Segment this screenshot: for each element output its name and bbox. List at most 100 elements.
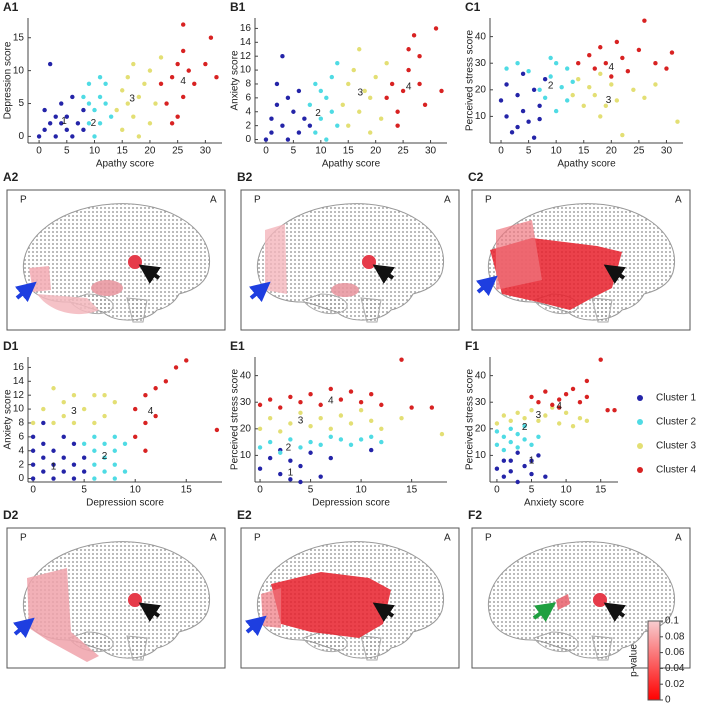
point — [269, 116, 274, 121]
x-tick-label: 10 — [315, 146, 327, 157]
colorbar: 0 0.02 0.04 0.06 0.08 0.1 p-value — [629, 616, 685, 706]
point — [384, 60, 389, 66]
point — [103, 101, 108, 106]
point — [598, 71, 603, 77]
point — [108, 114, 114, 119]
scatter-chart: 0 5 10 15 10 20 30 40 Anxiety score Perceived str… — [465, 339, 697, 508]
y-tick-label: 2 — [245, 120, 251, 131]
y-axis-label: Anxiety score — [230, 50, 241, 110]
x-tick-label: 0 — [494, 485, 500, 496]
point — [338, 397, 344, 402]
point — [143, 392, 148, 398]
orientation-label: A — [210, 533, 217, 544]
point — [508, 426, 513, 432]
point — [526, 68, 531, 74]
y-tick-label: 6 — [18, 432, 24, 443]
point — [494, 442, 500, 447]
point — [395, 109, 400, 114]
point — [175, 114, 180, 119]
colorbar-tick-label: 0.08 — [665, 631, 685, 642]
point — [61, 399, 66, 405]
point — [543, 389, 548, 394]
point — [133, 434, 138, 440]
point — [257, 466, 263, 471]
point — [556, 397, 562, 402]
point — [612, 407, 617, 413]
point — [278, 405, 283, 410]
x-tick-label: 5 — [308, 485, 314, 496]
point — [614, 39, 620, 45]
point — [313, 130, 318, 135]
point — [379, 402, 384, 408]
brain-panel: F2 P A — [468, 508, 691, 669]
point — [296, 88, 302, 94]
point — [369, 392, 374, 397]
cluster-label: 1 — [529, 455, 535, 466]
point — [669, 50, 675, 55]
cluster-label: 3 — [129, 94, 135, 105]
point — [520, 71, 526, 77]
point — [92, 107, 97, 113]
point — [81, 94, 86, 100]
point — [346, 81, 351, 87]
x-tick-label: 5 — [526, 146, 532, 157]
point — [550, 402, 555, 408]
point — [653, 82, 658, 87]
panel-label: D2 — [3, 508, 19, 522]
point — [313, 81, 318, 87]
orientation-label: A — [675, 195, 682, 206]
point — [587, 53, 592, 58]
orientation-label: P — [20, 195, 27, 206]
colorbar-label: p-value — [629, 644, 640, 677]
point — [529, 394, 534, 400]
point — [328, 455, 333, 461]
point — [501, 458, 507, 463]
point — [504, 114, 509, 119]
point — [368, 95, 373, 101]
point — [399, 357, 404, 362]
point — [565, 66, 570, 71]
point — [368, 130, 373, 135]
y-tick-label: 20 — [240, 423, 252, 434]
legend-label: Cluster 3 — [656, 441, 696, 452]
point — [522, 463, 527, 469]
panel-label: F2 — [468, 508, 482, 522]
point — [112, 448, 117, 453]
point — [81, 127, 86, 133]
point — [389, 81, 395, 87]
point — [570, 92, 575, 98]
point — [328, 434, 333, 439]
y-tick-label: 20 — [475, 84, 487, 95]
point — [308, 450, 313, 455]
point — [439, 431, 445, 437]
point — [208, 35, 214, 40]
point — [296, 130, 302, 135]
colorbar-tick-label: 0.04 — [665, 663, 685, 674]
point — [186, 68, 191, 73]
point — [181, 48, 186, 54]
point — [504, 82, 509, 87]
point — [51, 476, 56, 481]
point — [329, 109, 334, 114]
point — [509, 130, 515, 135]
point — [71, 476, 77, 481]
point — [30, 434, 36, 440]
y-tick-label: 14 — [240, 37, 252, 48]
x-tick-label: 25 — [633, 146, 645, 157]
point — [542, 76, 548, 82]
panel-label: E1 — [230, 339, 245, 353]
point — [81, 441, 87, 447]
point — [351, 67, 356, 73]
y-tick-label: 30 — [475, 58, 487, 69]
point — [163, 379, 169, 384]
point — [92, 434, 97, 440]
point — [504, 66, 509, 71]
y-tick-label: 16 — [13, 362, 25, 373]
point — [307, 102, 313, 108]
point — [274, 81, 280, 87]
y-tick-label: 8 — [18, 418, 24, 429]
point — [181, 94, 186, 100]
point — [30, 462, 36, 467]
point — [71, 420, 77, 426]
